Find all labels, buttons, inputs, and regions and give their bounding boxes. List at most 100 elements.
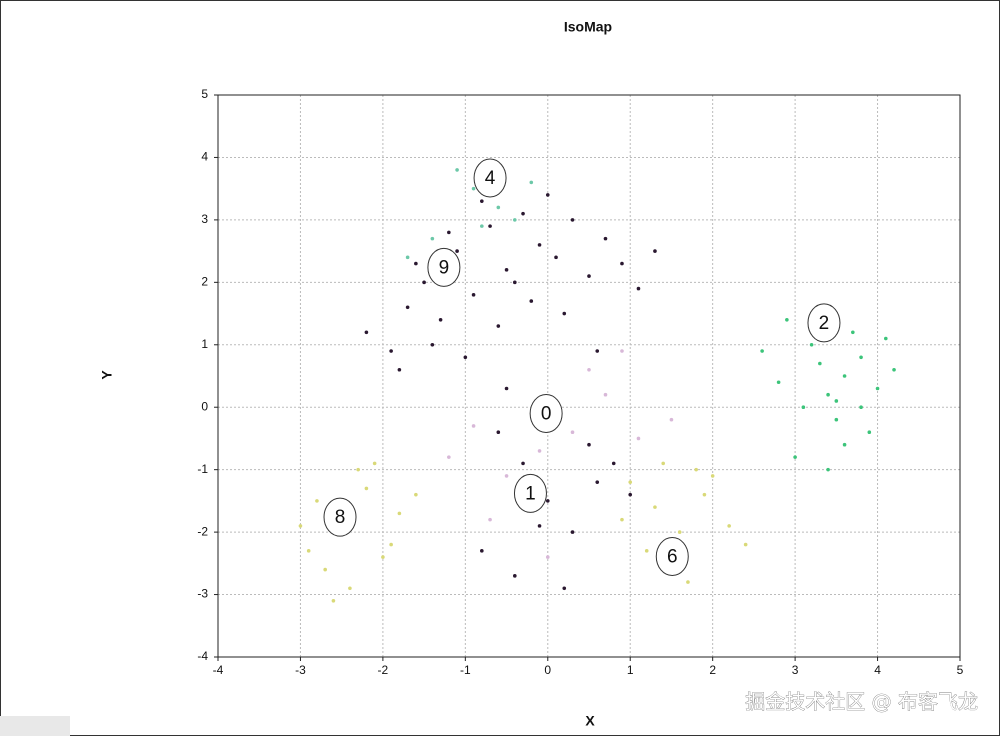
y-tick-label: 1 [201,337,208,351]
point [760,349,764,353]
y-tick-label: 2 [201,275,208,289]
point [381,555,385,559]
point [859,405,863,410]
point [513,280,517,285]
point [471,186,476,191]
point [471,293,476,297]
point [793,455,797,459]
point [405,255,410,260]
point [842,374,847,378]
point [595,480,600,484]
x-tick-label: 3 [792,663,799,677]
points [298,168,896,603]
point [422,280,426,285]
point [554,255,558,260]
y-tick-label: -1 [197,462,208,476]
point [529,180,534,185]
point [513,218,517,222]
point [570,430,575,435]
point [628,480,633,484]
point [636,286,641,291]
point [298,524,303,528]
x-tick-label: -1 [460,663,471,677]
point [496,324,501,328]
point [587,274,591,278]
point [331,599,336,603]
y-tick-label: -4 [197,649,208,663]
point [364,486,369,491]
point [529,299,534,303]
annotation-badge [323,497,357,537]
point [595,349,600,353]
point [430,342,435,347]
plot-frame [217,94,961,658]
point [389,542,393,547]
point [669,417,674,422]
point [710,474,715,478]
point [834,399,839,403]
point [480,199,484,203]
point [603,392,608,397]
point [545,555,550,559]
x-tick-label: -3 [295,663,306,677]
point [702,492,707,497]
point [570,530,575,534]
annotation-label: 0 [541,403,552,424]
annotation-badge [655,536,689,576]
point [488,517,492,522]
y-tick-label: 4 [201,150,208,164]
point [537,524,542,528]
point [521,211,525,216]
point [611,461,616,466]
point [537,449,542,453]
x-tick-label: 0 [544,663,551,677]
point [504,386,509,391]
point [471,424,476,428]
point [570,218,575,222]
point [776,380,781,385]
point [455,249,459,253]
y-tick-label: -2 [197,524,208,538]
point [364,330,369,335]
x-axis-label: X [585,713,595,729]
point [859,355,863,360]
point [397,511,402,516]
point [826,392,830,397]
point [851,330,855,335]
point [504,474,509,478]
point [504,268,509,272]
point [818,361,822,366]
point [677,530,682,534]
y-axis-label: Y [99,370,115,380]
point [545,193,550,197]
annotation-label: 8 [335,507,346,528]
annotation-label: 9 [439,257,450,278]
point [653,249,657,253]
point [463,355,468,360]
point [323,567,327,572]
point [389,349,393,353]
point [603,236,608,241]
point [513,574,517,578]
point [875,386,880,391]
point [537,243,542,247]
y-tick-label: 5 [201,87,208,101]
point [834,417,839,422]
point [620,261,624,266]
point [447,455,451,459]
point [809,342,814,347]
point [414,492,418,497]
annotation-label: 2 [819,313,830,334]
point [644,549,649,553]
point [496,205,501,210]
point [867,430,872,435]
point [348,586,352,591]
point [372,461,377,466]
watermark: 掘金技术社区 @ 布客飞龙 [745,690,978,714]
point [480,224,484,228]
x-tick-label: -2 [378,663,389,677]
point [545,499,550,503]
point [653,505,657,509]
